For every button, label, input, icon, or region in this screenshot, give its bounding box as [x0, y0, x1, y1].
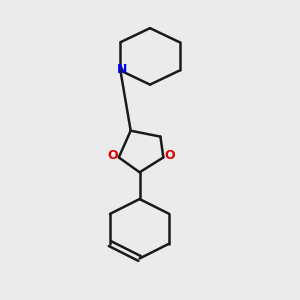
- Text: N: N: [117, 62, 127, 76]
- Text: O: O: [165, 148, 175, 162]
- Text: O: O: [107, 148, 118, 162]
